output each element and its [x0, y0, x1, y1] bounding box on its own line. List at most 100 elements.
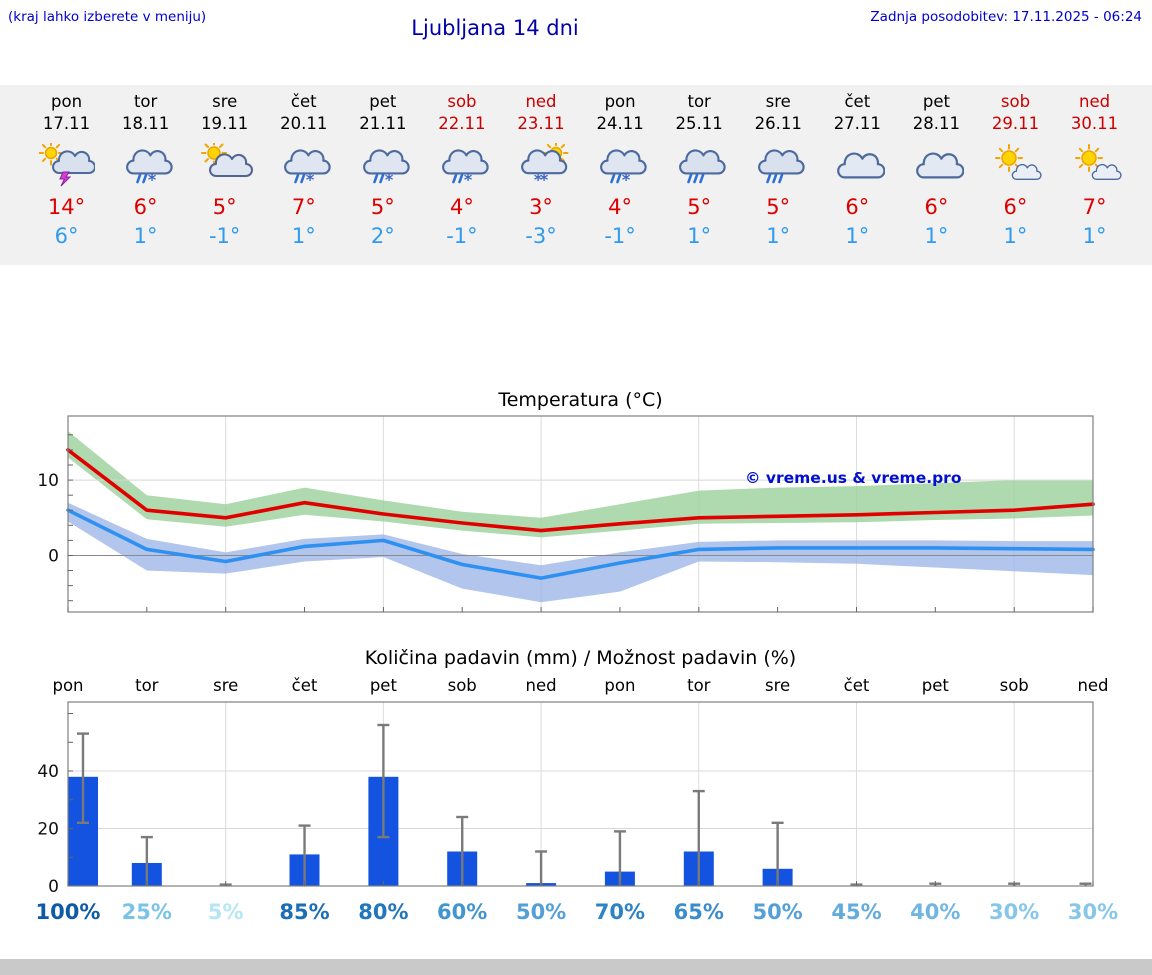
- day-temp-max: 5°: [212, 195, 237, 219]
- day-column-tor-25.11[interactable]: tor 25.11 5° 1°: [660, 85, 739, 265]
- day-temp-min: 1°: [845, 224, 870, 248]
- day-temp-max: 4°: [449, 195, 474, 219]
- day-date: 17.11: [42, 114, 91, 133]
- precip-day-label: čet: [291, 676, 318, 695]
- day-column-sre-19.11[interactable]: sre 19.11 5° -1°: [185, 85, 264, 265]
- svg-text:10: 10: [37, 471, 59, 491]
- day-column-sre-26.11[interactable]: sre 26.11 5° 1°: [739, 85, 818, 265]
- precip-probability: 30%: [1067, 900, 1119, 924]
- day-temp-min: 1°: [766, 224, 791, 248]
- sun-big-cloud-icon: [976, 139, 1055, 191]
- sun-big-cloud-icon: [1055, 139, 1134, 191]
- precip-probability: 80%: [358, 900, 409, 924]
- day-temp-max: 7°: [1082, 195, 1107, 219]
- precip-day-label: ned: [1077, 676, 1109, 695]
- horizontal-scrollbar[interactable]: [0, 959, 1152, 975]
- day-name: tor: [133, 92, 158, 111]
- precip-day-label: ned: [525, 676, 557, 695]
- day-name: pon: [604, 92, 636, 111]
- day-temp-min: 1°: [1003, 224, 1028, 248]
- day-column-sob-29.11[interactable]: sob 29.11 6° 1°: [976, 85, 1055, 265]
- day-temp-min: 1°: [1082, 224, 1107, 248]
- page-title: Ljubljana 14 dni: [411, 16, 579, 40]
- day-temp-max: 5°: [370, 195, 395, 219]
- temperature-chart: 0 10 © vreme.us & vreme.pro: [37, 415, 1095, 613]
- day-column-čet-20.11[interactable]: čet 20.11 * 7° 1°: [264, 85, 343, 265]
- day-temp-max: 5°: [687, 195, 712, 219]
- precip-probability: 60%: [437, 900, 488, 924]
- day-temp-min: 1°: [291, 224, 316, 248]
- day-name: čet: [844, 92, 871, 111]
- day-temp-min: -1°: [208, 224, 241, 248]
- temp-line: [66, 508, 1095, 580]
- svg-text:*: *: [147, 170, 156, 187]
- day-date: 29.11: [991, 114, 1040, 133]
- day-column-pon-24.11[interactable]: pon 24.11 * 4° -1°: [581, 85, 660, 265]
- day-temp-max: 6°: [133, 195, 158, 219]
- svg-text:*: *: [622, 170, 631, 187]
- day-name: ned: [525, 92, 557, 111]
- precip-day-labels: pon tor sre čet pet sob ned pon tor sre čet pet sob n…: [0, 676, 1152, 698]
- last-update: Zadnja posodobitev: 17.11.2025 - 06:24: [870, 9, 1142, 25]
- day-date: 24.11: [596, 114, 644, 133]
- day-temp-min: -3°: [525, 224, 557, 248]
- day-date: 21.11: [359, 114, 407, 133]
- svg-text:*: *: [534, 170, 543, 187]
- day-temp-max: 14°: [47, 195, 86, 219]
- day-column-sob-22.11[interactable]: sob 22.11 * 4° -1°: [422, 85, 501, 265]
- day-temp-min: -1°: [604, 224, 636, 248]
- day-date: 28.11: [912, 114, 961, 133]
- day-column-pon-17.11[interactable]: pon 17.11 14° 6°: [27, 85, 106, 265]
- day-temp-min: 6°: [54, 224, 79, 248]
- precip-day-label: pon: [52, 676, 84, 695]
- svg-text:0: 0: [48, 547, 59, 567]
- snow-sun-icon: * *: [501, 139, 580, 191]
- day-name: sob: [447, 92, 477, 111]
- day-column-čet-27.11[interactable]: čet 27.11 6° 1°: [818, 85, 897, 265]
- day-column-tor-18.11[interactable]: tor 18.11 * 6° 1°: [106, 85, 185, 265]
- sleet-icon: *: [343, 139, 422, 191]
- day-temp-max: 6°: [845, 195, 870, 219]
- day-temp-max: 6°: [924, 195, 949, 219]
- day-column-ned-30.11[interactable]: ned 30.11 7° 1°: [1055, 85, 1134, 265]
- precip-day-label: sre: [765, 676, 791, 695]
- day-temp-min: 1°: [924, 224, 949, 248]
- day-temp-max: 5°: [766, 195, 791, 219]
- cloud-icon: [897, 139, 976, 191]
- day-temp-min: 1°: [133, 224, 158, 248]
- day-name: pet: [922, 92, 950, 111]
- day-column-ned-23.11[interactable]: ned 23.11 * * 3° -3°: [501, 85, 580, 265]
- precip-probability-row: 100% 25% 5% 85% 80% 60% 50% 70% 65% 50% 45% 40% 30% 3…: [0, 900, 1152, 930]
- day-date: 20.11: [280, 114, 328, 133]
- day-temp-max: 3°: [529, 195, 553, 219]
- sun-cloud-icon: [185, 139, 264, 191]
- forecast-strip: pon 17.11 14° 6° tor 18.11 * 6° 1° sre 19.11 5° -1° č…: [0, 85, 1152, 265]
- precip-probability: 30%: [989, 900, 1040, 924]
- day-name: sob: [1000, 92, 1031, 111]
- precip-probability: 85%: [279, 900, 330, 924]
- precip-day-label: sob: [999, 676, 1029, 695]
- day-date: 30.11: [1070, 114, 1119, 133]
- precip-probability: 100%: [35, 900, 101, 924]
- day-name: pon: [51, 92, 83, 111]
- day-column-pet-21.11[interactable]: pet 21.11 * 5° 2°: [343, 85, 422, 265]
- sleet-icon: *: [264, 139, 343, 191]
- day-name: ned: [1079, 92, 1111, 111]
- day-temp-min: 2°: [370, 224, 395, 248]
- svg-text:*: *: [464, 170, 473, 187]
- day-date: 27.11: [833, 114, 881, 133]
- temperature-chart-title: Temperatura (°C): [498, 389, 663, 411]
- precipitation-chart-title: Količina padavin (mm) / Možnost padavin …: [364, 647, 797, 669]
- precip-day-label: tor: [687, 676, 711, 695]
- day-date: 25.11: [675, 114, 723, 133]
- sleet-icon: *: [581, 139, 660, 191]
- day-name: sre: [212, 92, 238, 111]
- precip-probability: 50%: [752, 900, 803, 924]
- sleet-icon: *: [422, 139, 501, 191]
- day-name: čet: [290, 92, 317, 111]
- day-column-pet-28.11[interactable]: pet 28.11 6° 1°: [897, 85, 976, 265]
- day-name: pet: [369, 92, 397, 111]
- day-date: 22.11: [438, 114, 486, 133]
- precip-day-label: sre: [213, 676, 239, 695]
